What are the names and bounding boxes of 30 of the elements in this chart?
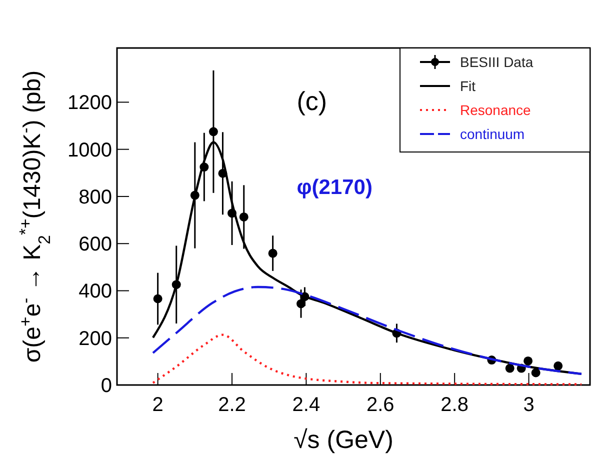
x-axis-title: √s (GeV)	[294, 426, 394, 454]
y-tick-label: 1200	[68, 92, 112, 114]
legend-label: continuum	[460, 126, 525, 142]
x-tick-label: 2.6	[366, 394, 394, 416]
point	[524, 356, 533, 366]
point	[239, 212, 248, 222]
point	[505, 364, 514, 373]
y-tick-label: 600	[78, 234, 112, 256]
legend-label: Fit	[460, 78, 476, 94]
x-tick-label: 2.2	[218, 394, 246, 416]
y-tick-label: 400	[78, 280, 112, 303]
point	[554, 361, 563, 370]
annotation: φ(2170)	[296, 176, 372, 199]
x-tick-label: 2.4	[292, 394, 320, 416]
point	[531, 368, 540, 378]
x-tick-label: 2	[152, 394, 164, 416]
x-tick-label: 2.8	[440, 394, 468, 416]
line-series	[152, 334, 583, 386]
legend-label: BESIII Data	[460, 54, 534, 70]
y-tick-label: 1000	[68, 139, 112, 162]
annotation: (c)	[296, 86, 328, 116]
line-series	[152, 286, 583, 376]
x-tick-label: 3	[523, 394, 534, 416]
point	[153, 294, 162, 304]
legend-label: Resonance	[460, 102, 532, 118]
y-tick-label: 200	[78, 328, 112, 350]
y-tick-label: 0	[100, 375, 112, 397]
y-tick-label: 800	[78, 186, 112, 208]
point	[268, 248, 278, 258]
point	[208, 127, 218, 136]
